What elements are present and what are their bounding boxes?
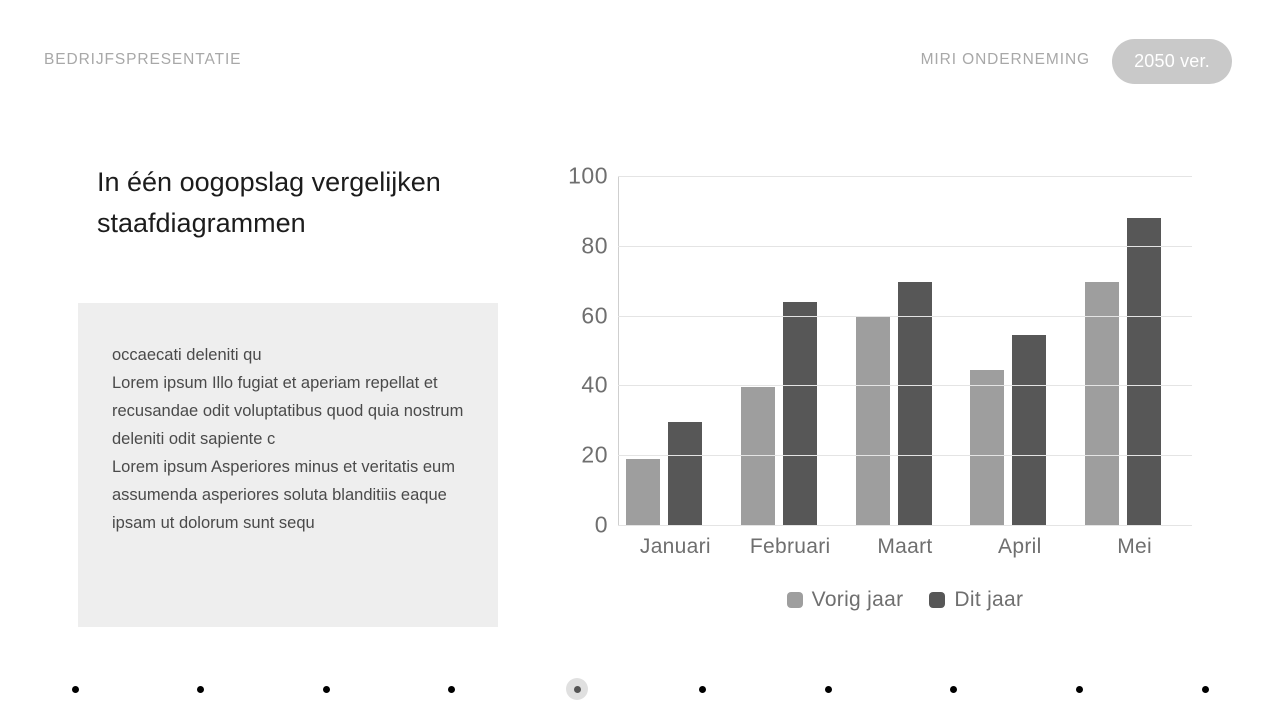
pager-dot[interactable] bbox=[448, 685, 456, 693]
chart-gridline bbox=[618, 245, 1192, 247]
text-panel-content: occaecati deleniti qu Lorem ipsum Illo f… bbox=[112, 327, 482, 537]
x-axis-tick-label: Januari bbox=[639, 535, 711, 558]
y-axis-line bbox=[618, 176, 619, 526]
chart-gridline bbox=[618, 525, 1192, 526]
legend-item[interactable]: Dit jaar bbox=[929, 588, 1023, 612]
y-axis-tick-label: 100 bbox=[568, 162, 608, 189]
y-axis-tick-label: 80 bbox=[581, 232, 608, 259]
chart-gridline bbox=[618, 315, 1192, 317]
chart-x-axis-labels: Januari Februari Maart April Mei bbox=[618, 535, 1192, 569]
legend-swatch-icon bbox=[929, 592, 946, 608]
pager-dot[interactable] bbox=[71, 685, 79, 693]
legend-swatch-icon bbox=[786, 592, 803, 608]
chart-bars-layer bbox=[618, 176, 1192, 526]
bar-group bbox=[618, 176, 733, 525]
y-axis-tick-label: 0 bbox=[594, 511, 608, 538]
bar-group bbox=[848, 176, 963, 525]
bar[interactable] bbox=[1127, 217, 1162, 525]
panel-ghost-line bbox=[112, 327, 482, 341]
legend-label: Dit jaar bbox=[954, 588, 1024, 611]
chart-gridline bbox=[618, 176, 1192, 177]
bar[interactable] bbox=[897, 282, 932, 525]
chart-gridline bbox=[618, 455, 1192, 457]
bar[interactable] bbox=[1012, 334, 1047, 525]
bar[interactable] bbox=[782, 301, 817, 525]
panel-paragraph-1: occaecati deleniti qu bbox=[112, 346, 262, 364]
x-axis-tick-label: Mei bbox=[1117, 535, 1152, 558]
y-axis-tick-label: 20 bbox=[581, 441, 608, 468]
x-axis-tick-label: Maart bbox=[877, 535, 933, 558]
bar[interactable] bbox=[1085, 282, 1120, 525]
chart-legend: Vorig jaar Dit jaar bbox=[618, 588, 1192, 612]
header-company-label: MIRI ONDERNEMING bbox=[920, 51, 1090, 68]
bar-group bbox=[1077, 176, 1192, 525]
chart-y-axis: 0 20 40 60 80 100 bbox=[556, 163, 608, 538]
x-axis-tick-label: April bbox=[998, 535, 1042, 558]
pager-dot[interactable] bbox=[824, 685, 832, 693]
chart-plot-area bbox=[618, 176, 1192, 526]
y-axis-tick-label: 60 bbox=[581, 302, 608, 329]
text-panel: occaecati deleniti qu Lorem ipsum Illo f… bbox=[78, 303, 498, 627]
bar[interactable] bbox=[626, 458, 660, 525]
pager-dot[interactable] bbox=[950, 685, 958, 693]
slide-pager bbox=[0, 674, 1280, 704]
bar-group bbox=[733, 176, 848, 525]
panel-paragraph-2: Lorem ipsum Illo fugiat et aperiam repel… bbox=[112, 374, 464, 448]
chart-gridline bbox=[618, 385, 1192, 387]
x-axis-tick-label: Februari bbox=[749, 535, 831, 558]
pager-dot[interactable] bbox=[1201, 685, 1209, 693]
slide-header: BEDRIJFSPRESENTATIE MIRI ONDERNEMING 205… bbox=[0, 0, 1280, 110]
pager-dot[interactable] bbox=[322, 685, 330, 693]
panel-paragraph-3: Lorem ipsum Asperiores minus et veritati… bbox=[112, 458, 455, 532]
y-axis-tick-label: 40 bbox=[581, 371, 608, 398]
pager-dot-active[interactable] bbox=[566, 678, 589, 700]
bar[interactable] bbox=[970, 369, 1005, 525]
bar[interactable] bbox=[855, 317, 890, 525]
legend-item[interactable]: Vorig jaar bbox=[786, 588, 904, 612]
version-badge[interactable]: 2050 ver. bbox=[1112, 39, 1232, 84]
legend-label: Vorig jaar bbox=[811, 588, 904, 611]
header-presentation-label: BEDRIJFSPRESENTATIE bbox=[44, 51, 242, 68]
bar-group bbox=[962, 176, 1077, 525]
bar-chart: 0 20 40 60 80 100 Januari Februari Maart April Me… bbox=[556, 160, 1216, 630]
page-title: In één oogopslag vergelijken staafdiagra… bbox=[97, 167, 441, 238]
pager-dot[interactable] bbox=[197, 685, 205, 693]
pager-dot[interactable] bbox=[1075, 685, 1083, 693]
bar[interactable] bbox=[668, 422, 702, 525]
pager-dot[interactable] bbox=[699, 685, 707, 693]
